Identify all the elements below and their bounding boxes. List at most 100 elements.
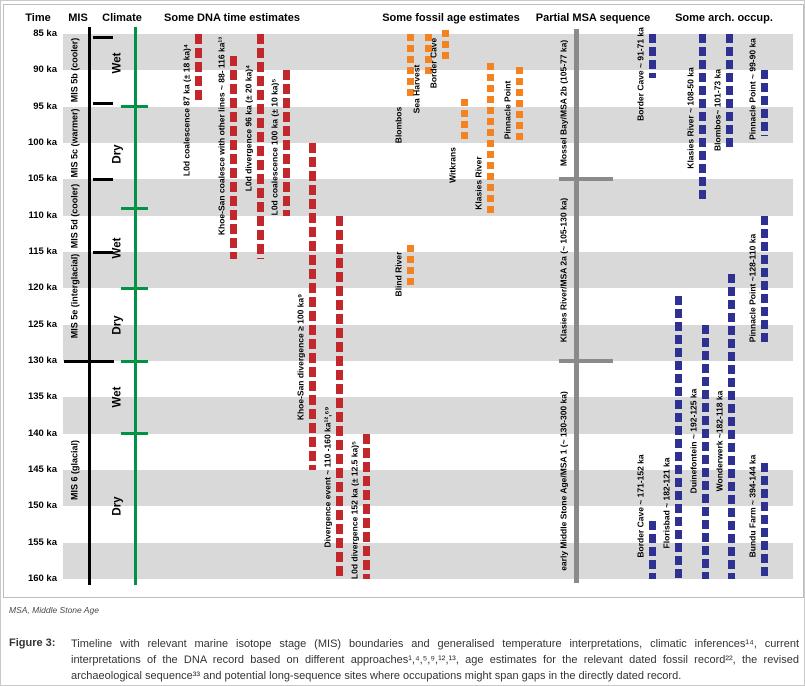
- column-header-some-arch-occup: Some arch. occup.: [675, 12, 773, 24]
- climate-axis-line: [133, 27, 137, 585]
- climate-phase-label: Wet: [111, 52, 124, 74]
- fossil-bar-pinnacle-point: [515, 66, 523, 143]
- dna-label-divergence-event-110-160-ka: Divergence event ~ 110 -160 ka¹²,⁶⁹: [322, 406, 333, 548]
- time-tick-label: 90 ka: [33, 64, 57, 76]
- fossil-bar-witkrans: [460, 99, 468, 143]
- arch-label-bundu-farm-394-144-ka: Bundu Farm ~ 394-144 ka: [747, 454, 758, 558]
- mis-boundary-mark: [64, 359, 114, 363]
- dna-bar-divergence-event-110-160-ka: [335, 215, 343, 579]
- mis-stage-label: MIS 5d (cooler): [69, 183, 80, 248]
- arch-bar-border-cave-91-71-ka: [648, 34, 656, 78]
- climate-boundary-mark: [121, 206, 148, 210]
- msa-axis-line: [573, 29, 579, 583]
- dna-bar-khoe-san-divergence-100-ka: [308, 143, 316, 470]
- climate-phase-label: Dry: [111, 144, 124, 164]
- time-tick-label: 85 ka: [33, 28, 57, 39]
- time-band: [63, 397, 793, 434]
- time-band: [63, 106, 793, 143]
- dna-bar-l0d-divergence-96-ka-20-ka: [256, 34, 264, 260]
- dna-label-khoe-san-divergence-100-ka: Khoe-San divergence ≥ 100 ka⁹: [295, 294, 306, 421]
- column-header-climate: Climate: [102, 12, 142, 24]
- climate-boundary-mark: [121, 105, 148, 109]
- time-tick-label: 160 ka: [27, 573, 57, 584]
- arch-label-pinnacle-point-99-90-ka: Pinnacle Point ~ 99-90 ka: [747, 37, 758, 140]
- figure-caption: Figure 3: Timeline with relevant marine …: [9, 637, 799, 685]
- column-header-some-fossil-age-estimates: Some fossil age estimates: [382, 12, 520, 24]
- climate-boundary-mark: [121, 359, 148, 363]
- arch-label-border-cave-91-71-ka: Border Cave ~ 91-71 ka: [635, 27, 646, 121]
- dna-label-l0d-coalescence-87-ka-18-ka: L0d coalescence 87 ka (± 18 ka)⁴: [181, 44, 192, 177]
- time-tick-label: 145 ka: [27, 464, 57, 475]
- climate-phase-label: Dry: [111, 315, 124, 335]
- dna-label-l0d-divergence-152-ka-12-5-ka: L0d divergence 152 ka (± 12.5 ka)⁵: [349, 440, 360, 580]
- column-header-time: Time: [25, 12, 51, 24]
- mis-stage-label: MIS 5e (interglacial): [69, 253, 80, 338]
- time-tick-label: 95 ka: [33, 100, 57, 112]
- mis-boundary-mark: [93, 36, 113, 40]
- dna-bar-l0d-coalescence-100-ka-10-ka: [282, 70, 290, 216]
- dna-bar-l0d-divergence-152-ka-12-5-ka: [362, 433, 370, 579]
- mis-stage-label: MIS 6 (glacial): [69, 439, 80, 501]
- time-tick-label: 135 ka: [27, 391, 57, 403]
- arch-label-klasies-river-108-50-ka: Klasies River ~ 108-50 ka: [685, 66, 696, 169]
- arch-bar-florisbad-182-121-ka: [674, 295, 682, 579]
- time-tick-label: 105 ka: [27, 173, 57, 185]
- dna-label-l0d-divergence-96-ka-20-ka: L0d divergence 96 ka (± 20 ka)⁴: [243, 65, 254, 192]
- msa-segment-label-mossel-bay-msa-2b-105-77-ka: Mossel Bay/MSA 2b (105-77 ka): [558, 39, 569, 167]
- msa-boundary-mark: [559, 359, 613, 363]
- fossil-label-border-cave: Border Cave: [428, 37, 439, 89]
- msa-segment-label-klasies-river-msa-2a-105-130-ka: Klasies River/MSA 2a (~ 105-130 ka): [558, 197, 569, 343]
- time-band: [63, 179, 793, 216]
- fossil-bar-blind-river: [406, 244, 414, 289]
- fossil-bar-border-cave: [441, 30, 449, 64]
- time-tick-label: 115 ka: [28, 246, 57, 257]
- climate-boundary-mark: [121, 286, 148, 290]
- mis-boundary-mark: [93, 101, 113, 105]
- arch-label-border-cave-171-152-ka: Border Cave ~ 171-152 ka: [635, 454, 646, 558]
- arch-bar-blombos-101-73-ka: [725, 34, 733, 151]
- climate-phase-label: Wet: [111, 237, 124, 259]
- arch-bar-klasies-river-108-50-ka: [698, 34, 706, 202]
- msa-boundary-mark: [559, 177, 613, 182]
- figure-number-label: Figure 3:: [9, 637, 56, 649]
- mis-boundary-mark: [93, 250, 113, 254]
- fossil-label-witkrans: Witkrans: [447, 146, 458, 183]
- time-tick-label: 110 ka: [28, 209, 57, 221]
- time-tick-label: 140 ka: [27, 427, 57, 439]
- time-tick-label: 150 ka: [27, 500, 57, 512]
- column-header-some-dna-time-estimates: Some DNA time estimates: [164, 12, 300, 24]
- climate-boundary-mark: [121, 432, 148, 436]
- mis-stage-label: MIS 5c (warmer): [69, 108, 80, 178]
- column-header-mis: MIS: [68, 12, 88, 24]
- fossil-bar-klasies-river: [486, 63, 494, 216]
- time-band: [63, 470, 793, 507]
- arch-bar-pinnacle-point-128-110-ka: [760, 215, 768, 347]
- time-tick-label: 155 ka: [27, 536, 57, 548]
- arch-bar-wonderwerk-182-118-ka: [727, 273, 735, 579]
- arch-label-pinnacle-point-128-110-ka: Pinnacle Point ~128-110 ka: [747, 234, 758, 343]
- figure-caption-text: Timeline with relevant marine isotope st…: [71, 638, 799, 682]
- climate-phase-label: Dry: [111, 496, 124, 516]
- arch-bar-border-cave-171-152-ka: [648, 520, 656, 579]
- dna-label-l0d-coalescence-100-ka-10-ka: L0d coalescence 100 ka (± 10 ka)⁵: [269, 78, 280, 215]
- fossil-bar-blombos: [406, 34, 414, 100]
- arch-bar-pinnacle-point-99-90-ka: [760, 70, 768, 136]
- column-header-partial-msa-sequence: Partial MSA sequence: [535, 12, 651, 24]
- time-band: [63, 324, 793, 361]
- arch-label-florisbad-182-121-ka: Florisbad ~ 182-121 ka: [661, 457, 672, 549]
- fossil-label-blind-river: Blind River: [393, 251, 404, 297]
- arch-label-blombos-101-73-ka: Blombos~ 101-73 ka: [712, 69, 723, 152]
- time-tick-label: 130 ka: [27, 355, 57, 366]
- arch-bar-bundu-farm-394-144-ka: [760, 462, 768, 579]
- dna-bar-l0d-coalescence-87-ka-18-ka: [194, 34, 202, 104]
- fossil-label-pinnacle-point: Pinnacle Point: [502, 81, 513, 140]
- mis-axis-line: [87, 27, 91, 585]
- arch-label-duinefontein-192-125-ka: Duinefontein ~ 192-125 ka: [688, 388, 699, 494]
- dna-bar-khoe-san-coalesce-with-other-lines-88-116-ka: [229, 55, 237, 260]
- time-tick-label: 100 ka: [27, 137, 57, 148]
- arch-bar-duinefontein-192-125-ka: [701, 324, 709, 579]
- time-band: [63, 252, 793, 289]
- time-band: [63, 542, 793, 579]
- timeline-chart: 85 ka 90 ka 95 ka 100 ka 105 ka 110 ka 115 ka 1…: [1, 1, 804, 601]
- fossil-bar-sea-harvest: [424, 34, 432, 74]
